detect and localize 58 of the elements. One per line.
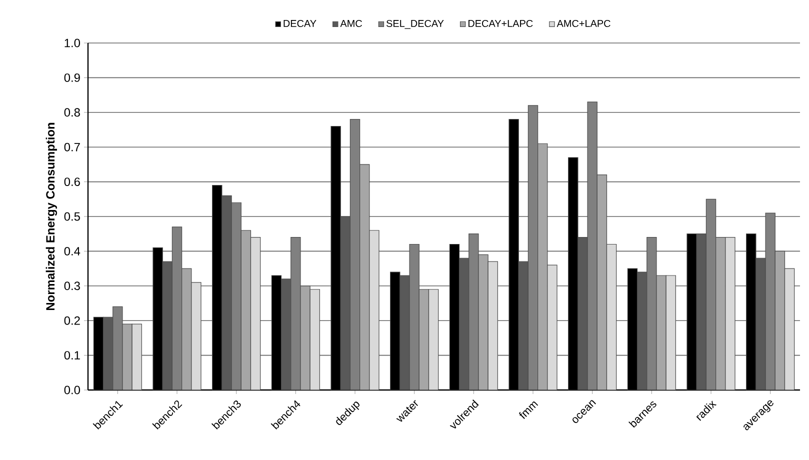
bar — [606, 244, 617, 390]
y-tick-label: 0.3 — [64, 282, 80, 290]
bar — [428, 289, 439, 390]
bar — [360, 164, 370, 390]
bar — [280, 278, 292, 390]
bar — [784, 268, 795, 390]
bar — [231, 202, 242, 390]
y-tick-label: 0.1 — [64, 351, 80, 360]
bar — [596, 174, 608, 390]
bar — [468, 234, 479, 390]
y-tick-label: 0.7 — [64, 142, 80, 152]
bar — [696, 234, 707, 390]
bar — [340, 216, 351, 390]
bar — [290, 237, 301, 390]
bar — [646, 237, 657, 390]
bar — [716, 237, 726, 390]
bar — [350, 119, 360, 390]
bar — [587, 102, 598, 390]
bar — [240, 230, 252, 390]
legend-label: AMC — [340, 20, 362, 27]
bar — [172, 226, 182, 390]
bar — [528, 105, 538, 390]
y-tick-label: 1.0 — [64, 38, 80, 48]
bar — [112, 306, 123, 390]
bar — [636, 272, 648, 390]
bar — [765, 212, 776, 390]
y-tick-label: 0.0 — [64, 386, 80, 394]
bar — [538, 143, 548, 390]
bar — [706, 198, 716, 390]
bar — [488, 261, 498, 390]
bar — [409, 244, 420, 390]
legend-label: SEL_DECAY — [386, 20, 444, 29]
bar — [458, 258, 470, 390]
y-tick-label: 0.2 — [64, 316, 80, 325]
y-tick-label: 0.4 — [64, 246, 80, 256]
bar — [725, 237, 736, 390]
bar — [547, 264, 558, 390]
legend-label: DECAY+LAPC — [468, 20, 533, 27]
bar — [310, 289, 320, 390]
bar — [162, 261, 172, 390]
bar — [774, 250, 786, 390]
y-tick-label: 0.5 — [64, 212, 80, 221]
legend-label: DECAY — [284, 20, 316, 27]
y-tick-label: 0.8 — [64, 108, 80, 117]
bar — [250, 237, 261, 390]
bar — [132, 324, 142, 390]
y-tick-label: 0.6 — [64, 178, 80, 186]
bar — [102, 316, 114, 390]
bar — [666, 275, 676, 390]
bar — [182, 268, 192, 390]
bar — [191, 282, 202, 390]
y-axis-title: Normalized Energy Consumption — [46, 122, 58, 310]
y-tick-label: 0.9 — [64, 73, 80, 82]
x-tick-label: fmm — [519, 402, 538, 419]
bar — [418, 289, 430, 390]
bar — [369, 230, 380, 390]
bar — [518, 261, 529, 390]
legend-label: AMC+LAPC — [556, 20, 610, 27]
